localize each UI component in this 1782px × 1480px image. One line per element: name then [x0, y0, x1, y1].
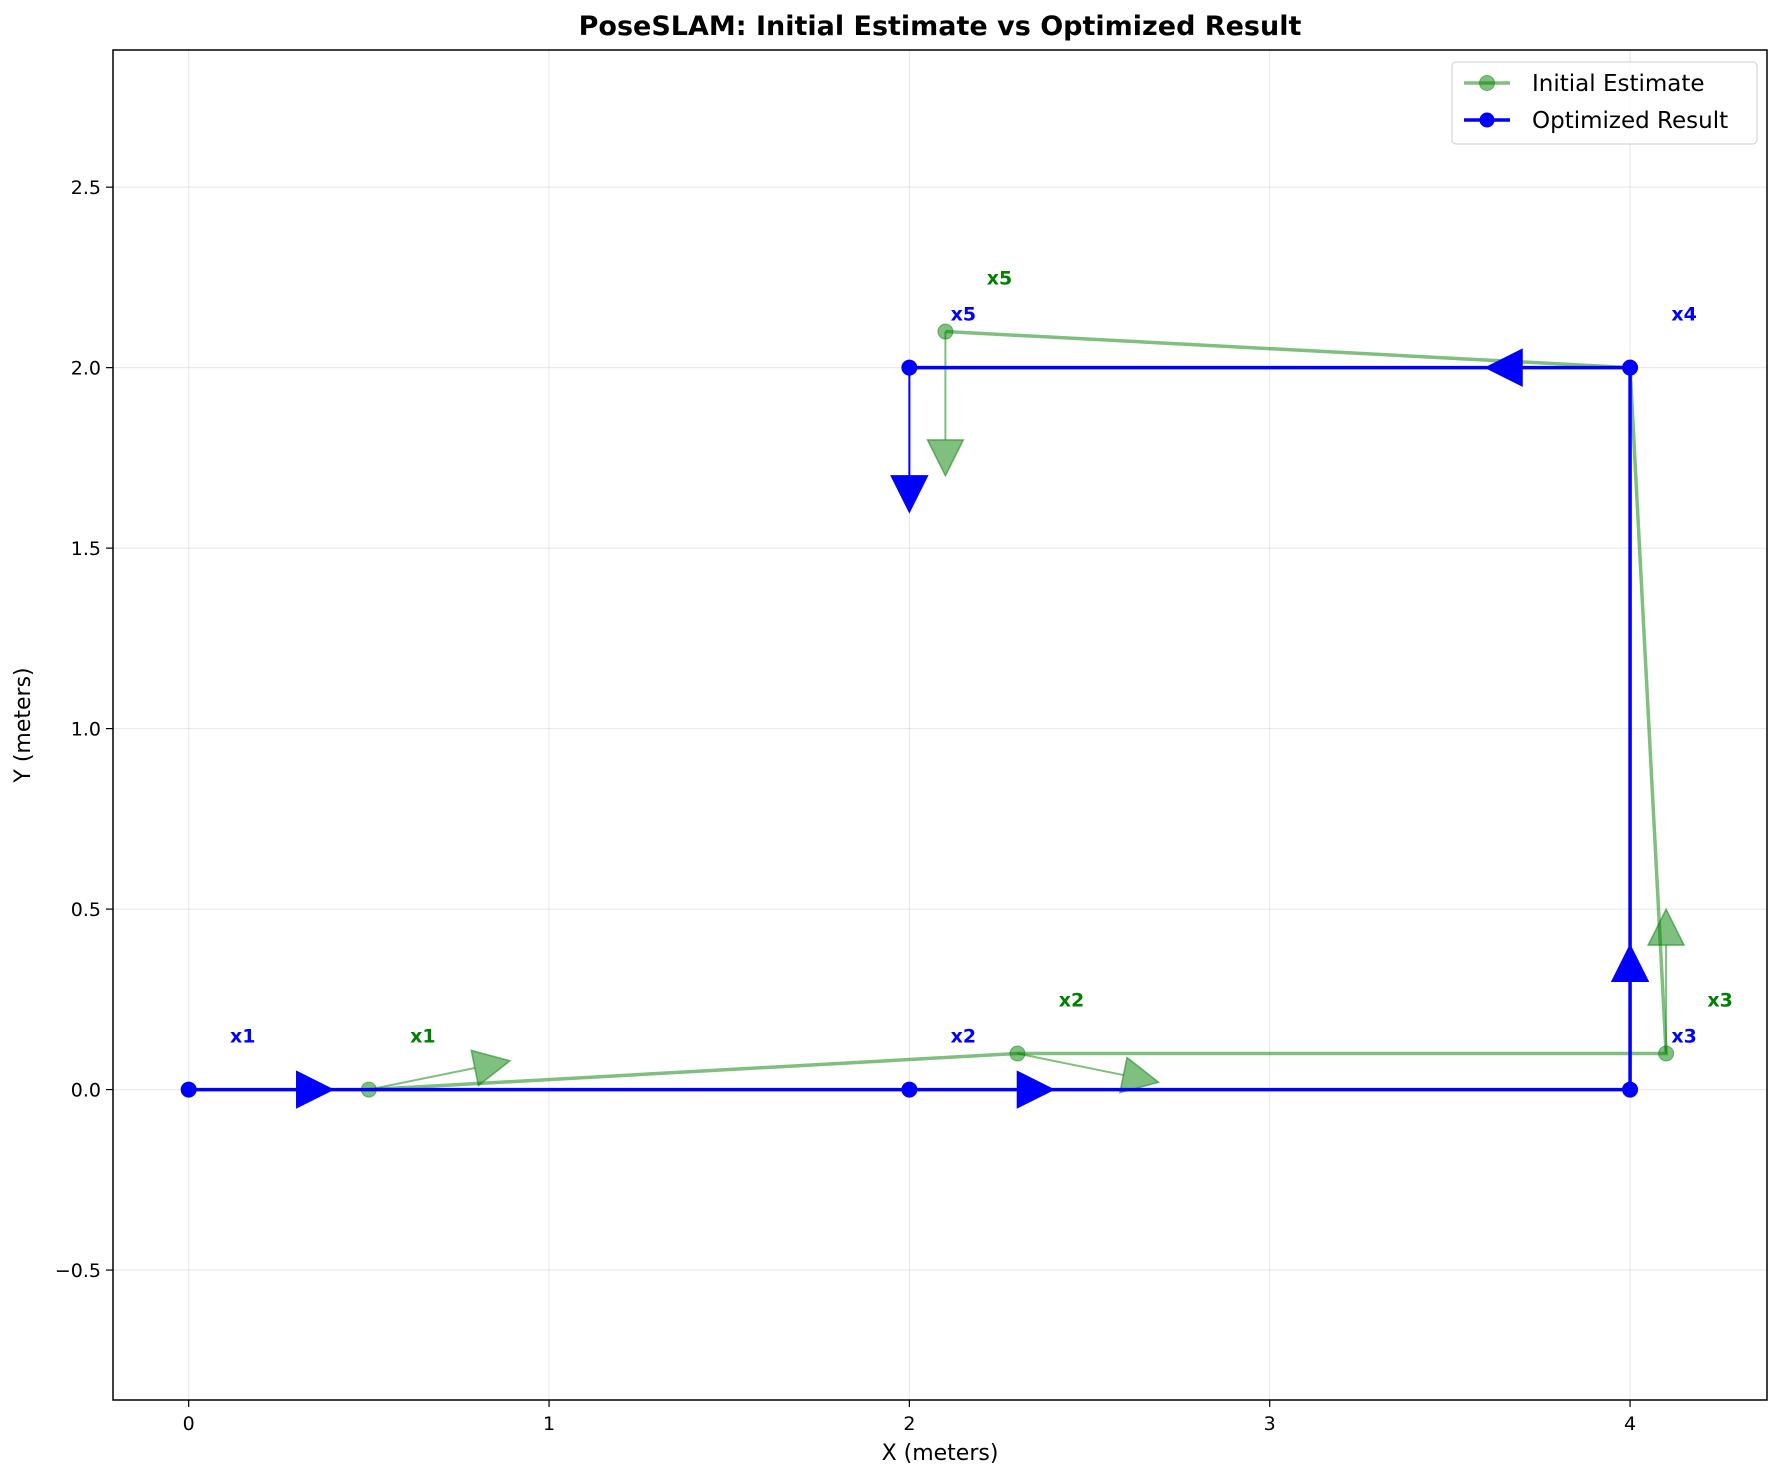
- plot-series: [180, 323, 1686, 1109]
- initial-estimate-pose-label: x2: [1059, 989, 1084, 1011]
- x-tick-label: 1: [543, 1413, 555, 1435]
- initial-estimate-heading-arrow-head: [1646, 907, 1686, 946]
- optimized-result-heading-arrow-head: [1610, 943, 1650, 983]
- initial-estimate-pose-label: x3: [1707, 989, 1732, 1011]
- legend-box: [1451, 61, 1758, 145]
- plot-frame: [112, 49, 1768, 1401]
- optimized-result-heading-arrow-head: [296, 1070, 335, 1109]
- x-axis-label: X (meters): [882, 1441, 999, 1466]
- optimized-result-heading-arrow-head: [1016, 1070, 1056, 1109]
- x-tick-label: 4: [1624, 1413, 1636, 1435]
- initial-estimate-heading-arrow-shaft: [1017, 1052, 1124, 1077]
- y-tick-label: 2.0: [71, 358, 101, 380]
- initial-estimate-pose-marker: [1009, 1045, 1026, 1062]
- optimized-result-pose-marker: [1622, 1081, 1639, 1098]
- x-tick-label: 0: [183, 1413, 195, 1435]
- legend-marker-initial: [1479, 75, 1495, 91]
- optimized-result-pose-label: x3: [1671, 1025, 1696, 1047]
- legend-label-initial: Initial Estimate: [1532, 71, 1705, 97]
- initial-estimate-heading-arrow-head: [926, 439, 965, 478]
- y-tick-label: 1.0: [71, 719, 101, 741]
- optimized-result-pose-marker: [1622, 359, 1639, 376]
- y-tick-label: 2.5: [71, 177, 101, 199]
- optimized-result-pose-label: x2: [951, 1025, 976, 1047]
- initial-estimate-heading-arrow-head: [1118, 1056, 1161, 1094]
- optimized-result-pose-marker: [901, 1081, 918, 1098]
- initial-estimate-pose-marker: [1658, 1045, 1675, 1062]
- y-tick-label: 1.5: [71, 538, 101, 560]
- y-tick-label: −0.5: [55, 1260, 101, 1282]
- pose-labels: x1 x2 x3 x5 x1 x2 x3 x4 x5: [230, 267, 1733, 1047]
- optimized-result-pose-marker: [180, 1081, 197, 1098]
- legend-label-optimized: Optimized Result: [1532, 108, 1728, 134]
- initial-estimate-pose-label: x1: [410, 1025, 435, 1047]
- optimized-result-heading-arrow-head: [890, 475, 929, 514]
- series-optimized-result: [180, 348, 1650, 1109]
- y-tick-label: 0.0: [71, 1080, 101, 1102]
- axis-ticks: 0 1 2 3 4 −0.5 0.0 0.5 1.0 1.5 2.0 2.5: [55, 177, 1636, 1435]
- y-tick-label: 0.5: [71, 899, 101, 921]
- chart-title: PoseSLAM: Initial Estimate vs Optimized …: [579, 11, 1302, 42]
- optimized-result-pose-label: x1: [230, 1025, 255, 1047]
- optimized-result-pose-marker: [901, 359, 918, 376]
- x-tick-label: 2: [903, 1413, 915, 1435]
- initial-estimate-heading-arrow-head: [470, 1049, 512, 1087]
- legend: Initial Estimate Optimized Result: [1451, 61, 1758, 145]
- initial-estimate-pose-marker: [937, 323, 954, 340]
- optimized-result-heading-arrow-head: [1484, 348, 1523, 387]
- initial-estimate-heading-arrow-shaft: [368, 1067, 475, 1091]
- x-tick-label: 3: [1264, 1413, 1276, 1435]
- optimized-result-pose-label: x5: [951, 304, 976, 326]
- optimized-result-pose-label: x4: [1671, 304, 1696, 326]
- initial-estimate-pose-label: x5: [987, 267, 1012, 289]
- legend-marker-optimized: [1479, 112, 1495, 128]
- y-axis-label: Y (meters): [11, 667, 36, 783]
